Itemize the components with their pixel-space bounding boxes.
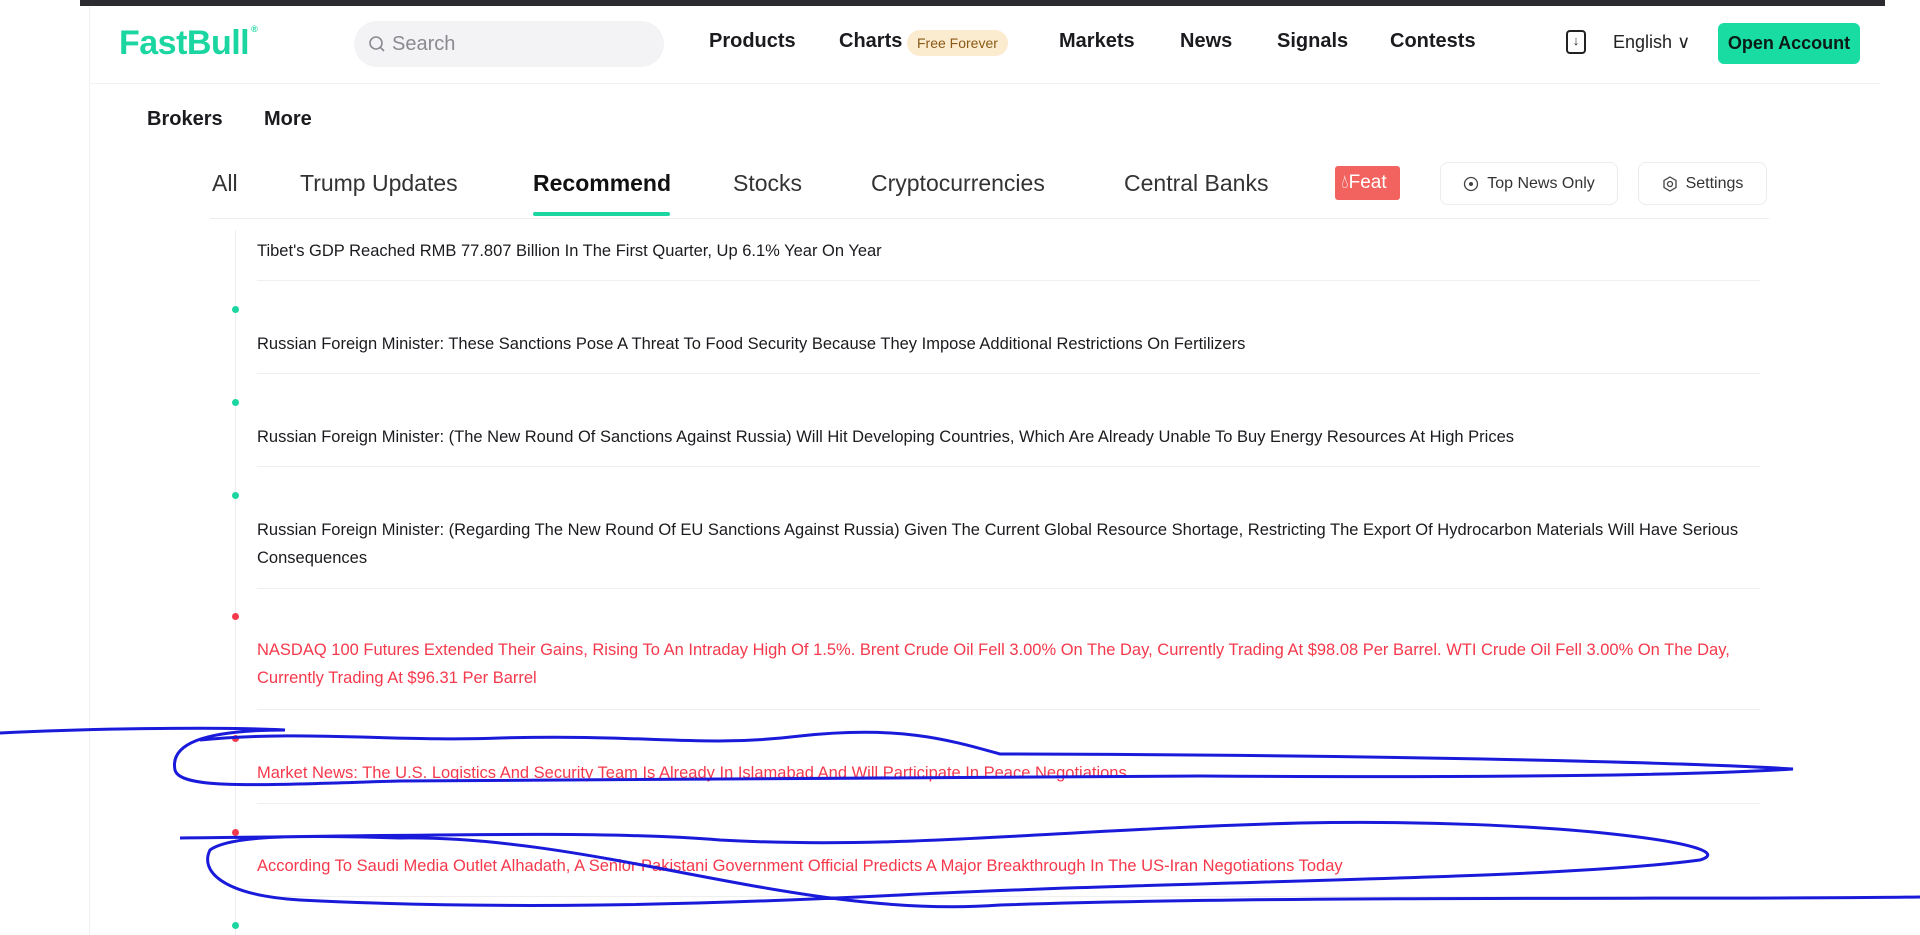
browser-top-bar bbox=[80, 0, 1885, 6]
tab-cryptocurrencies[interactable]: Cryptocurrencies bbox=[871, 170, 1045, 196]
active-tab-indicator bbox=[533, 212, 670, 216]
nav-signals[interactable]: Signals bbox=[1277, 30, 1349, 52]
language-selector[interactable]: English ∨ bbox=[1613, 32, 1690, 53]
news-item[interactable]: Russian Foreign Minister: These Sanction… bbox=[257, 335, 1246, 353]
tabs-divider bbox=[210, 218, 1769, 219]
header-divider bbox=[89, 83, 1880, 84]
timeline-dot bbox=[232, 829, 239, 836]
news-divider bbox=[257, 466, 1760, 467]
search-input[interactable]: Search bbox=[354, 21, 664, 67]
search-icon bbox=[369, 36, 385, 52]
nav-products[interactable]: Products bbox=[709, 30, 796, 52]
subnav-more[interactable]: More bbox=[264, 108, 312, 130]
subnav-brokers[interactable]: Brokers bbox=[147, 108, 223, 130]
free-forever-badge: Free Forever bbox=[907, 30, 1008, 56]
open-account-button[interactable]: Open Account bbox=[1718, 23, 1860, 64]
settings-label: Settings bbox=[1685, 174, 1744, 192]
language-label: English bbox=[1613, 32, 1673, 52]
featured-label: Feat bbox=[1348, 172, 1387, 193]
tab-featured[interactable]: 💧︎Feat bbox=[1335, 166, 1400, 200]
timeline-dot bbox=[232, 735, 239, 742]
chevron-down-icon: ∨ bbox=[1677, 32, 1691, 52]
tab-central-banks[interactable]: Central Banks bbox=[1124, 170, 1269, 196]
nav-contests[interactable]: Contests bbox=[1390, 30, 1476, 52]
news-item[interactable]: Market News: The U.S. Logistics And Secu… bbox=[257, 764, 1127, 782]
news-item[interactable]: NASDAQ 100 Futures Extended Their Gains,… bbox=[257, 641, 1730, 687]
page-container bbox=[89, 6, 1880, 935]
gear-icon bbox=[1662, 175, 1677, 192]
tab-stocks[interactable]: Stocks bbox=[733, 170, 803, 196]
news-item[interactable]: Russian Foreign Minister: (The New Round… bbox=[257, 428, 1514, 446]
nav-news[interactable]: News bbox=[1180, 30, 1233, 52]
download-app-icon[interactable]: ↓ bbox=[1566, 30, 1586, 54]
news-item[interactable]: Russian Foreign Minister: (Regarding The… bbox=[257, 521, 1739, 567]
fastbull-logo[interactable]: FastBull ® bbox=[119, 24, 258, 63]
news-divider bbox=[257, 588, 1760, 589]
settings-button[interactable]: Settings bbox=[1638, 162, 1767, 205]
nav-markets[interactable]: Markets bbox=[1059, 30, 1135, 52]
search-placeholder: Search bbox=[392, 32, 456, 55]
timeline-line bbox=[235, 230, 236, 935]
news-divider bbox=[257, 896, 1760, 897]
news-item[interactable]: Tibet's GDP Reached RMB 77.807 Billion I… bbox=[257, 242, 882, 260]
news-divider bbox=[257, 373, 1760, 374]
news-divider bbox=[257, 803, 1760, 804]
timeline-dot bbox=[232, 922, 239, 929]
news-divider bbox=[257, 709, 1760, 710]
flame-icon: 💧︎ bbox=[1341, 172, 1349, 193]
news-item[interactable]: According To Saudi Media Outlet Alhadath… bbox=[257, 857, 1343, 875]
timeline-dot bbox=[232, 613, 239, 620]
tab-recommend[interactable]: Recommend bbox=[533, 170, 672, 196]
top-news-only-toggle[interactable]: Top News Only bbox=[1440, 162, 1618, 205]
radio-icon bbox=[1464, 176, 1479, 191]
news-divider bbox=[257, 280, 1760, 281]
timeline-dot bbox=[232, 306, 239, 313]
tab-trump-updates[interactable]: Trump Updates bbox=[300, 170, 458, 196]
logo-text: FastBull bbox=[119, 24, 250, 62]
nav-charts[interactable]: Charts bbox=[839, 30, 903, 52]
timeline-dot bbox=[232, 492, 239, 499]
tab-all[interactable]: All bbox=[212, 170, 238, 196]
top-news-only-label: Top News Only bbox=[1487, 174, 1595, 192]
timeline-dot bbox=[232, 399, 239, 406]
registered-mark: ® bbox=[251, 24, 258, 34]
